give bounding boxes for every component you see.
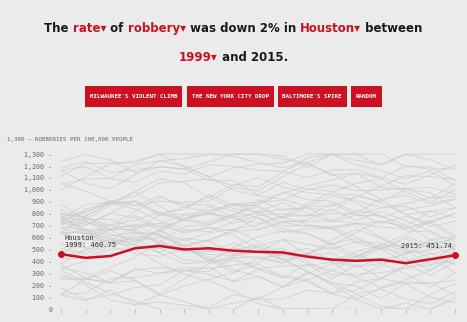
Text: rate▾: rate▾ <box>73 23 106 35</box>
Text: 2015: 451.74: 2015: 451.74 <box>402 243 453 249</box>
Text: of: of <box>106 23 128 35</box>
Text: 1999▾: 1999▾ <box>179 52 218 64</box>
Text: 1,300 – ROBBERIES PER 100,000 PEOPLE: 1,300 – ROBBERIES PER 100,000 PEOPLE <box>7 137 133 142</box>
Text: THE NEW YORK CITY DROP: THE NEW YORK CITY DROP <box>191 94 269 99</box>
Text: Houston▾: Houston▾ <box>300 23 361 35</box>
Text: and 2015.: and 2015. <box>218 52 288 64</box>
Text: MILWAUKEE'S VIOLENT CLIMB: MILWAUKEE'S VIOLENT CLIMB <box>90 94 177 99</box>
Text: robbery▾: robbery▾ <box>128 23 186 35</box>
Text: The: The <box>44 23 73 35</box>
Text: between: between <box>361 23 423 35</box>
Text: RANDOM: RANDOM <box>356 94 377 99</box>
Text: BALTIMORE'S SPIKE: BALTIMORE'S SPIKE <box>283 94 342 99</box>
Text: was down 2% in: was down 2% in <box>186 23 300 35</box>
Text: Houston
1999: 460.75: Houston 1999: 460.75 <box>65 235 116 248</box>
